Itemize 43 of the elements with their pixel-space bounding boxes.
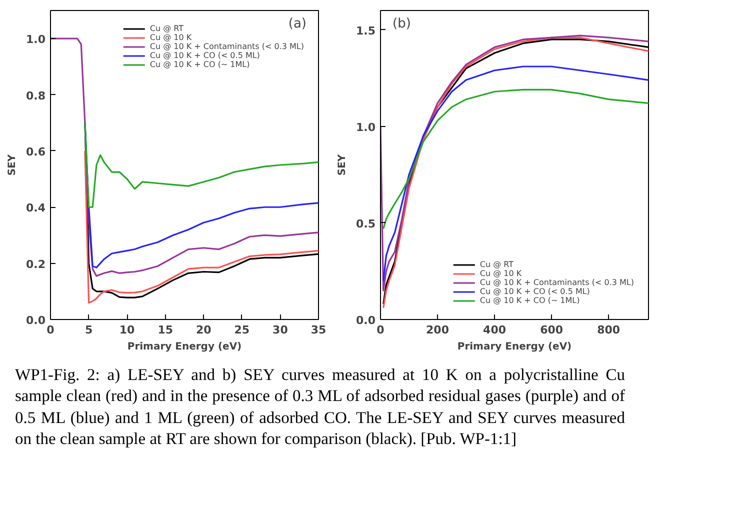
x-tick-label: 15 [158, 324, 174, 336]
x-tick-label: 35 [310, 324, 326, 336]
y-tick-label: 0.4 [26, 202, 46, 215]
legend-label: Cu @ 10 K + Contaminants (< 0.3 ML) [480, 278, 634, 287]
y-axis-title: SEY [7, 154, 18, 176]
legend-label: Cu @ 10 K + Contaminants (< 0.3 ML) [150, 42, 304, 51]
text: (a) [288, 16, 307, 32]
x-tick-label: 30 [272, 324, 288, 336]
x-tick-label: 800 [597, 324, 620, 336]
x-tick-label: 20 [196, 324, 212, 336]
line-series [84, 122, 318, 208]
y-tick-label: 1.0 [26, 33, 46, 46]
legend-label: Cu @ 10 K + CO (< 0.5 ML) [150, 51, 260, 60]
y-tick-label: 0.0 [26, 314, 46, 327]
legend-label: Cu @ 10 K + CO (~ 1ML) [480, 296, 580, 305]
y-tick-label: 1.5 [356, 24, 376, 38]
text: (b) [392, 16, 411, 32]
x-tick-label: 200 [426, 324, 450, 336]
legend-label: Cu @ 10 K [480, 269, 522, 278]
x-tick-label: 25 [234, 324, 250, 336]
text: WP1-Fig. 2: a) LE-SEY and b) SEY curves measured at 10 K on a polycristalline Cu sample clean (red) and in the presence of 0.3 ML of adsorbed residual gases (purple) and of 0.5 ML (blue) and 1 ML (green) of adsorbed CO. The LE-SEY and SEY curves measured on the clean sample at RT are shown for comparison (black). [Pub. WP-1:1] [14, 364, 626, 450]
y-axis-title: SEY [337, 154, 348, 176]
x-tick-label: 600 [540, 324, 564, 336]
line-series [382, 88, 648, 230]
legend-label: Cu @ RT [150, 24, 184, 33]
y-tick-label: 0.6 [26, 145, 46, 158]
x-tick-label: 5 [84, 324, 93, 336]
y-tick-label: 0.5 [356, 217, 376, 230]
x-tick-label: 400 [483, 324, 506, 336]
y-tick-label: 0.2 [26, 258, 46, 271]
x-tick-label: 10 [119, 324, 136, 336]
legend-label: Cu @ RT [480, 260, 514, 269]
legend-label: Cu @ 10 K [150, 33, 192, 42]
line-series [84, 150, 318, 304]
x-tick-label: 0 [376, 324, 385, 336]
y-tick-label: 1.0 [356, 120, 376, 134]
x-axis-title: Primary Energy (eV) [127, 342, 242, 352]
x-tick-label: 0 [46, 324, 55, 336]
legend-label: Cu @ 10 K + CO (< 0.5 ML) [480, 287, 590, 296]
legend-label: Cu @ 10 K + CO (~ 1ML) [150, 60, 250, 69]
y-tick-label: 0.8 [26, 89, 46, 102]
y-tick-label: 0.0 [356, 314, 376, 327]
x-axis-title: Primary Energy (eV) [457, 342, 572, 352]
